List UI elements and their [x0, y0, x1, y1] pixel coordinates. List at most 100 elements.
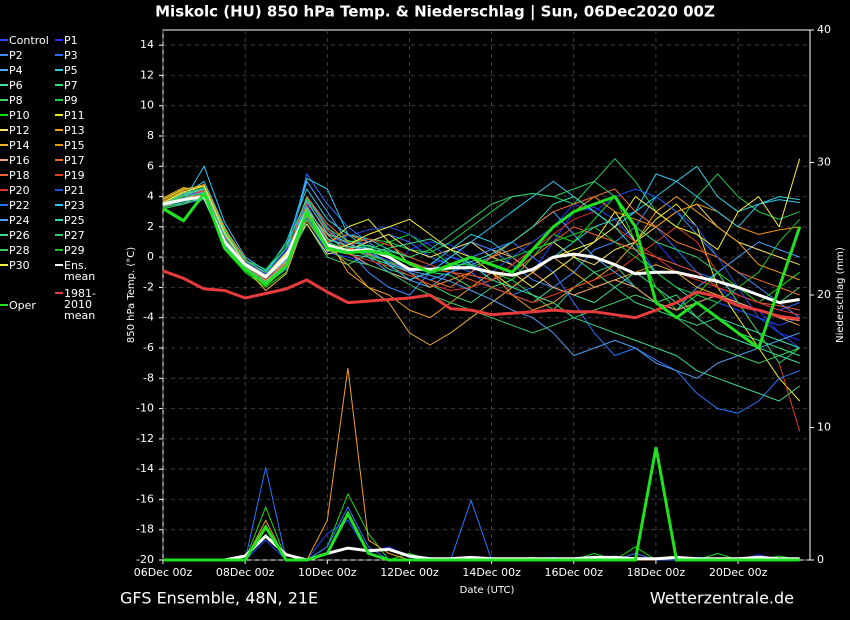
- legend-label: P20: [9, 184, 30, 197]
- legend-item: P17: [55, 155, 119, 166]
- y-tick-label: -4: [143, 311, 154, 324]
- y-tick-label: 8: [147, 129, 154, 142]
- legend-label: P26: [9, 229, 30, 242]
- legend-item: P25: [55, 215, 119, 226]
- x-tick-label: 16Dec 00z: [545, 566, 604, 579]
- legend-label: P4: [9, 64, 23, 77]
- legend-label: P10: [9, 109, 30, 122]
- legend-item: P6: [0, 80, 64, 91]
- y2-tick-label: 10: [817, 421, 831, 434]
- legend-label: P24: [9, 214, 30, 227]
- legend-swatch: [0, 204, 8, 206]
- temp-line: [162, 184, 800, 319]
- legend-item: P7: [55, 80, 119, 91]
- legend-label: P28: [9, 244, 30, 257]
- temp-line: [162, 195, 800, 305]
- legend-swatch: [55, 84, 63, 86]
- legend-swatch: [55, 144, 63, 146]
- legend-swatch: [0, 84, 8, 86]
- x-tick-label: 14Dec 00z: [462, 566, 521, 579]
- y2-tick-label: 40: [817, 23, 831, 36]
- legend-swatch: [55, 204, 63, 206]
- legend-swatch: [55, 54, 63, 56]
- legend-label: P30: [9, 259, 30, 272]
- legend-swatch: [55, 114, 63, 116]
- y-tick-label: 4: [147, 190, 154, 203]
- y-tick-label: -8: [143, 371, 154, 384]
- legend-item: P20: [0, 185, 64, 196]
- y-tick-label: 6: [147, 159, 154, 172]
- legend-label: P8: [9, 94, 23, 107]
- legend-item: P12: [0, 125, 64, 136]
- temp-line: [162, 187, 800, 346]
- legend-swatch: [55, 234, 63, 236]
- y-tick-label: -12: [136, 432, 154, 445]
- legend-item: P11: [55, 110, 119, 121]
- legend-item: P19: [55, 170, 119, 181]
- legend-label: P19: [64, 169, 85, 182]
- temp-line: [162, 193, 800, 311]
- legend-swatch: [55, 129, 63, 131]
- x-tick-label: 06Dec 00z: [134, 566, 193, 579]
- legend-swatch: [0, 219, 8, 221]
- temp-line: [162, 191, 800, 379]
- legend-label: P21: [64, 184, 85, 197]
- legend-swatch: [55, 69, 63, 71]
- legend-swatch: [0, 69, 8, 71]
- legend-swatch: [0, 304, 8, 306]
- legend-label: P18: [9, 169, 30, 182]
- legend-item: P4: [0, 65, 64, 76]
- temp-line: [162, 192, 802, 350]
- legend-swatch: [0, 189, 8, 191]
- legend-swatch: [55, 219, 63, 221]
- precip-line: [163, 447, 800, 562]
- legend-swatch: [0, 159, 8, 161]
- legend-item: P28: [0, 245, 64, 256]
- y-tick-label: 10: [140, 99, 154, 112]
- y-tick-label: 14: [140, 38, 154, 51]
- legend-item: P2: [0, 50, 64, 61]
- y-tick-label: -2: [143, 280, 154, 293]
- legend-item: Control: [0, 35, 64, 46]
- legend-swatch: [0, 129, 8, 131]
- legend-item: Ens. mean: [55, 260, 119, 282]
- legend-item: P1: [55, 35, 119, 46]
- legend-label: P17: [64, 154, 85, 167]
- y-tick-label: -16: [136, 492, 154, 505]
- y2-axis-label: Niederschlag (mm): [835, 247, 846, 343]
- legend-item: P9: [55, 95, 119, 106]
- legend-swatch: [0, 54, 8, 56]
- y2-tick-label: 30: [817, 156, 831, 169]
- legend-swatch: [0, 234, 8, 236]
- y2-tick-label: 20: [817, 288, 831, 301]
- legend-item: P22: [0, 200, 64, 211]
- temp-line: [162, 165, 800, 281]
- legend-label: P6: [9, 79, 23, 92]
- legend-swatch: [55, 174, 63, 176]
- x-tick-label: 20Dec 00z: [709, 566, 768, 579]
- legend-item: Oper: [0, 300, 64, 311]
- precip-line: [163, 467, 800, 561]
- legend-item: 1981-2010 mean: [55, 288, 119, 321]
- legend-label: Control: [9, 34, 49, 47]
- legend-item: P13: [55, 125, 119, 136]
- legend-label: P14: [9, 139, 30, 152]
- x-axis-label: Date (UTC): [460, 585, 515, 596]
- legend-item: P16: [0, 155, 64, 166]
- legend-swatch: [55, 159, 63, 161]
- legend-swatch: [0, 174, 8, 176]
- precip-line: [163, 534, 800, 562]
- y-tick-label: -10: [136, 402, 154, 415]
- temp-line: [162, 180, 800, 364]
- y-tick-label: 0: [147, 250, 154, 263]
- temp-line: [162, 158, 800, 270]
- legend-swatch: [0, 39, 8, 41]
- legend-label: Ens. mean: [64, 259, 96, 283]
- temp-line: [162, 196, 800, 402]
- temp-line: [162, 269, 800, 321]
- legend-label: P3: [64, 49, 78, 62]
- y-axis-label: 850 hPa Temp. (°C): [126, 247, 137, 343]
- legend-label: P9: [64, 94, 78, 107]
- legend-swatch: [55, 189, 63, 191]
